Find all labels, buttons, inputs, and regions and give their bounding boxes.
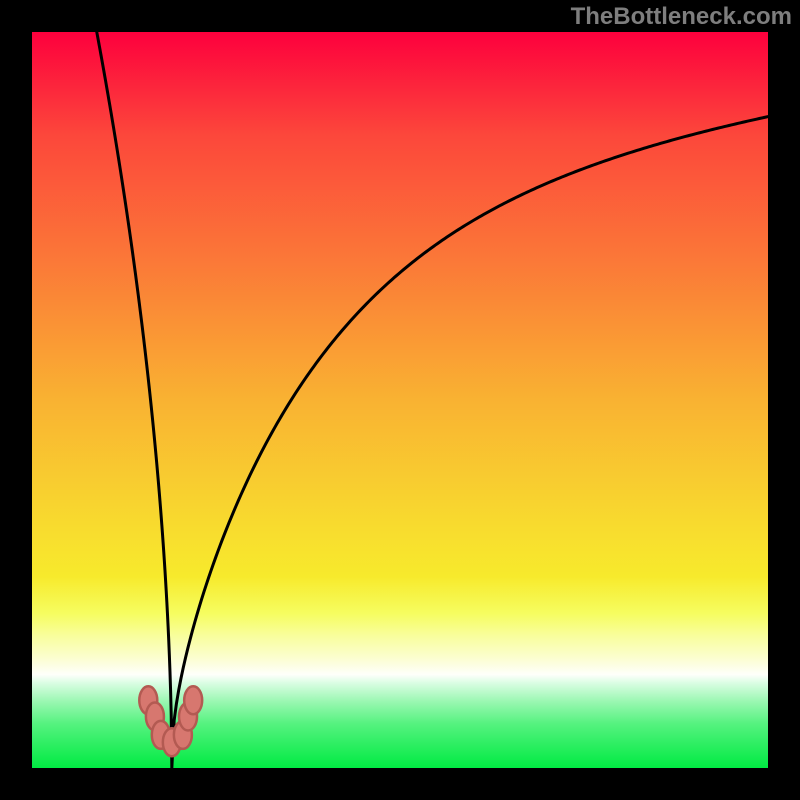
plot-area [32, 32, 768, 768]
curve-marker [184, 686, 202, 714]
attribution-label: TheBottleneck.com [571, 3, 792, 31]
stage: TheBottleneck.com [0, 0, 800, 800]
chart-svg [32, 32, 768, 768]
gradient-background [32, 32, 768, 768]
